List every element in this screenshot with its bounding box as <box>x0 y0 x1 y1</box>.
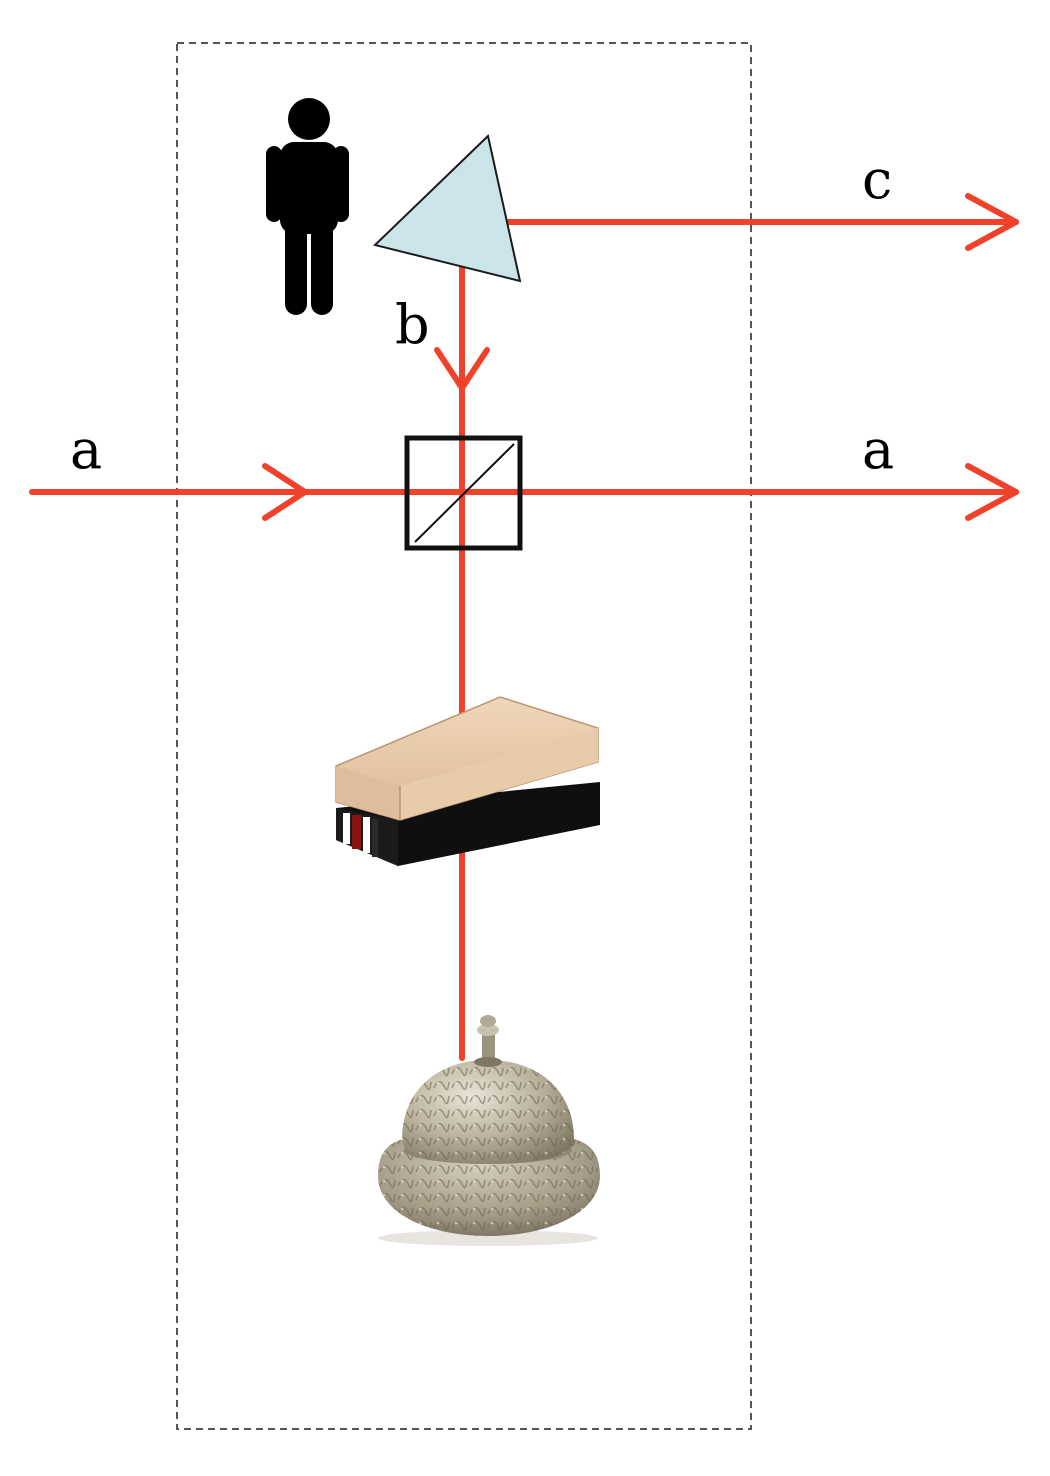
label-beam-b: b <box>395 293 430 356</box>
bell-icon <box>378 1015 600 1246</box>
eraser-icon <box>335 696 600 866</box>
beam-splitter-icon <box>404 435 523 551</box>
label-beam-a-input: a <box>70 418 102 481</box>
dashed-enclosure <box>176 42 752 1430</box>
label-beam-c: c <box>862 148 892 211</box>
label-beam-a-output: a <box>862 418 894 481</box>
person-icon <box>266 98 349 315</box>
beam-paths <box>29 193 1019 1061</box>
prism-icon <box>373 134 522 283</box>
beam-a-output-arrow <box>965 463 1019 521</box>
beam-a-input-arrow <box>262 463 308 521</box>
beam-c-arrow <box>965 193 1019 251</box>
beam-b-arrow <box>434 347 490 391</box>
